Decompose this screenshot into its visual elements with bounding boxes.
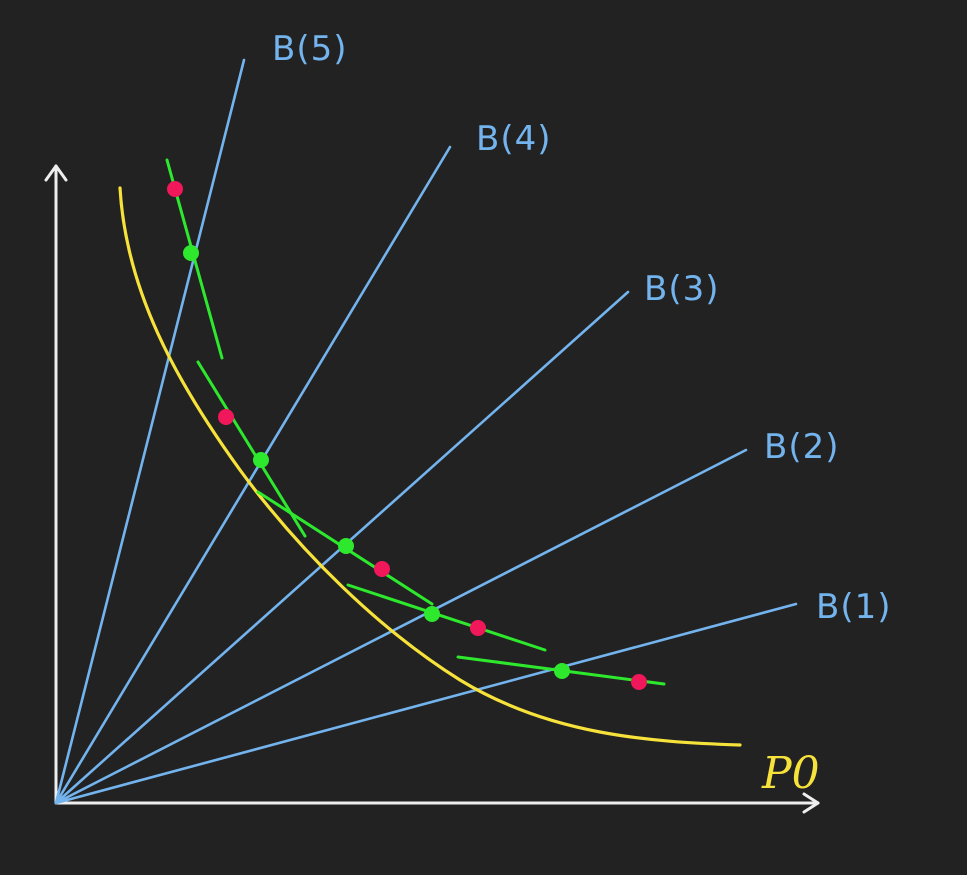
red-point xyxy=(470,620,486,636)
red-point xyxy=(167,181,183,197)
ray-label-b3: B(3) xyxy=(644,269,720,309)
green-point-b5 xyxy=(183,245,199,261)
red-point xyxy=(218,409,234,425)
red-point xyxy=(631,674,647,690)
ray-b5 xyxy=(54,58,246,805)
curve-label-p0: P0 xyxy=(761,748,820,799)
ray-b4 xyxy=(54,145,452,805)
ray-labels: B(5) B(4) B(3) B(2) B(1) xyxy=(272,29,892,627)
ray-label-b1: B(1) xyxy=(816,587,892,627)
red-points xyxy=(167,181,647,690)
x-axis-arrow-icon xyxy=(802,792,820,814)
green-point-b4 xyxy=(253,452,269,468)
ray-b1 xyxy=(54,602,798,805)
tangent-line-b2 xyxy=(346,583,547,652)
green-point-b3 xyxy=(338,538,354,554)
ray-label-b5: B(5) xyxy=(272,29,348,69)
ray-label-b4: B(4) xyxy=(476,119,552,159)
axes xyxy=(44,164,820,814)
tangent-line-b4 xyxy=(196,360,307,538)
curve-p0 xyxy=(118,186,742,747)
tangent-lines xyxy=(165,158,666,686)
ray-b2 xyxy=(54,448,748,805)
green-point-b1 xyxy=(554,663,570,679)
ray-label-b2: B(2) xyxy=(764,427,840,467)
green-point-b2 xyxy=(424,606,440,622)
rays xyxy=(54,58,798,805)
green-points xyxy=(183,245,570,679)
y-axis-arrow-icon xyxy=(44,164,68,182)
red-point xyxy=(374,561,390,577)
